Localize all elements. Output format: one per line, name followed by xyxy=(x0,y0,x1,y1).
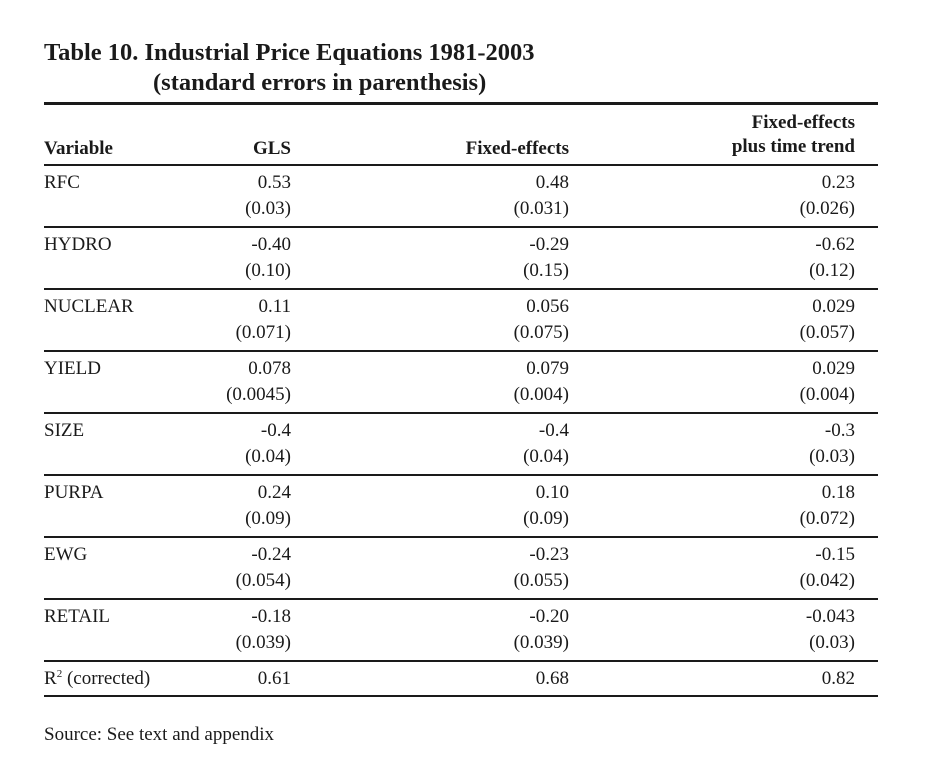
row-fe-coef: 0.056 xyxy=(526,296,569,317)
row-divider xyxy=(44,660,878,662)
row-fet-se: (0.072) xyxy=(799,508,855,529)
row-gls-coef: 0.53 xyxy=(257,172,291,193)
row-gls-coef: -0.18 xyxy=(251,606,291,627)
row-variable: YIELD xyxy=(44,358,101,379)
row-variable: SIZE xyxy=(44,420,85,441)
row-fe-coef: -0.4 xyxy=(538,420,569,441)
row-variable: RETAIL xyxy=(44,606,111,627)
row-fe-coef: -0.29 xyxy=(529,234,569,255)
row-divider xyxy=(44,350,878,352)
row-gls-coef: 0.24 xyxy=(257,482,291,503)
row-fe-se: (0.075) xyxy=(513,322,569,343)
row-divider xyxy=(44,474,878,476)
source-note: Source: See text and appendix xyxy=(44,724,275,745)
table-title: Table 10. Industrial Price Equations 198… xyxy=(44,38,535,98)
header-fixed-effects-trend: Fixed-effects plus time trend xyxy=(732,111,855,159)
row-gls-coef: 0.078 xyxy=(248,358,291,379)
row-divider xyxy=(44,598,878,600)
row-gls-se: (0.09) xyxy=(245,508,291,529)
header-fixed-effects: Fixed-effects xyxy=(465,138,569,159)
row-divider xyxy=(44,288,878,290)
row-fet-se: (0.03) xyxy=(809,446,855,467)
r2-label-rest: (corrected) xyxy=(62,668,151,689)
row-fe-coef: 0.079 xyxy=(526,358,569,379)
row-gls-se: (0.071) xyxy=(235,322,291,343)
r2-fixed-effects: 0.68 xyxy=(535,668,569,689)
row-gls-coef: -0.24 xyxy=(251,544,291,565)
row-gls-coef: -0.4 xyxy=(260,420,291,441)
table-title-line2: (standard errors in parenthesis) xyxy=(153,69,487,96)
row-fe-coef: 0.48 xyxy=(535,172,569,193)
row-fet-coef: -0.15 xyxy=(815,544,855,565)
table-title-line1: Table 10. Industrial Price Equations 198… xyxy=(44,39,535,66)
row-fet-se: (0.057) xyxy=(799,322,855,343)
row-gls-coef: -0.40 xyxy=(251,234,291,255)
row-variable: PURPA xyxy=(44,482,104,503)
r2-label: R2 (corrected) xyxy=(44,666,150,692)
row-gls-se: (0.0045) xyxy=(226,384,291,405)
row-gls-coef: 0.11 xyxy=(258,296,291,317)
row-fet-se: (0.026) xyxy=(799,198,855,219)
bottom-rule xyxy=(44,695,878,697)
row-fet-coef: -0.3 xyxy=(824,420,855,441)
row-fet-se: (0.004) xyxy=(799,384,855,405)
header-trend-line2: plus time trend xyxy=(731,136,855,157)
header-rule xyxy=(44,164,878,166)
r2-gls: 0.61 xyxy=(257,668,291,689)
row-variable: HYDRO xyxy=(44,234,112,255)
row-fe-coef: -0.23 xyxy=(529,544,569,565)
row-fe-se: (0.004) xyxy=(513,384,569,405)
header-gls: GLS xyxy=(252,138,291,159)
row-fet-se: (0.042) xyxy=(799,570,855,591)
row-divider xyxy=(44,412,878,414)
row-gls-se: (0.03) xyxy=(245,198,291,219)
row-gls-se: (0.054) xyxy=(235,570,291,591)
row-fet-coef: 0.18 xyxy=(821,482,855,503)
row-gls-se: (0.039) xyxy=(235,632,291,653)
row-fe-se: (0.039) xyxy=(513,632,569,653)
row-divider xyxy=(44,226,878,228)
row-divider xyxy=(44,536,878,538)
row-fe-se: (0.15) xyxy=(523,260,569,281)
r2-label-base: R xyxy=(44,668,57,689)
row-fe-se: (0.04) xyxy=(523,446,569,467)
row-fet-coef: 0.029 xyxy=(812,296,855,317)
row-fe-coef: 0.10 xyxy=(535,482,569,503)
header-variable: Variable xyxy=(44,138,113,159)
row-fe-se: (0.09) xyxy=(523,508,569,529)
row-variable: NUCLEAR xyxy=(44,296,134,317)
row-fe-coef: -0.20 xyxy=(529,606,569,627)
top-rule xyxy=(44,102,878,105)
header-trend-line1: Fixed-effects xyxy=(751,112,855,133)
row-variable: RFC xyxy=(44,172,80,193)
row-fe-se: (0.055) xyxy=(513,570,569,591)
row-variable: EWG xyxy=(44,544,88,565)
r2-fixed-effects-trend: 0.82 xyxy=(821,668,855,689)
row-gls-se: (0.10) xyxy=(245,260,291,281)
row-fet-coef: 0.029 xyxy=(812,358,855,379)
row-fe-se: (0.031) xyxy=(513,198,569,219)
row-fet-coef: 0.23 xyxy=(821,172,855,193)
row-fet-se: (0.03) xyxy=(809,632,855,653)
r2-label-sup: 2 xyxy=(56,668,63,680)
row-fet-se: (0.12) xyxy=(809,260,855,281)
row-fet-coef: -0.62 xyxy=(815,234,855,255)
row-gls-se: (0.04) xyxy=(245,446,291,467)
row-fet-coef: -0.043 xyxy=(805,606,855,627)
